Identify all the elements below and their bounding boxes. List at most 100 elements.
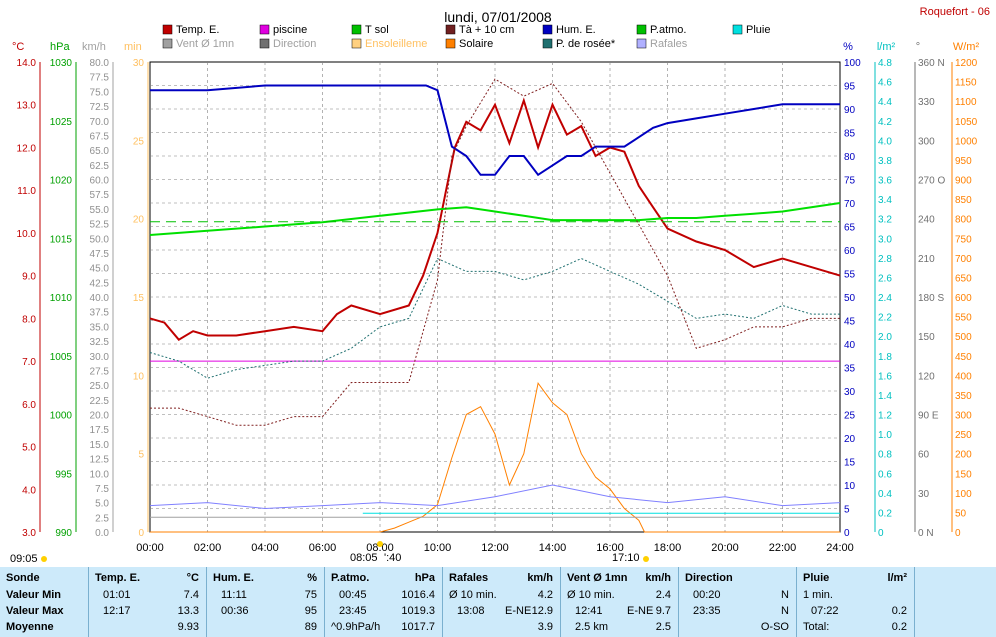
stats-cell: ^0.9hPa/h (331, 621, 381, 633)
wm2-tick-label: 600 (955, 293, 972, 304)
series-t-sol (149, 202, 841, 236)
wm2-tick-label: 750 (955, 234, 972, 245)
legend-swatch (636, 38, 647, 49)
wm2-tick-label: 850 (955, 195, 972, 206)
kmh-tick-label: 67.5 (90, 131, 110, 142)
min-tick-label: 5 (138, 450, 144, 461)
legend-label: P.atmo. (650, 24, 687, 36)
sunset-time: 17:10 (612, 552, 640, 564)
dir-tick-label: 270 O (918, 176, 945, 187)
stats-header-vent-unit: km/h (645, 572, 671, 584)
rain-tick-label: 0.2 (878, 508, 892, 519)
stats-col-pluie: Pluie l/m² 1 min. 07:22 0.2 Total: 0.2 (796, 567, 915, 637)
legend: Temp. E. Vent Ø 1mn piscine Direction T sol E… (162, 24, 770, 50)
min-axis-unit: min (124, 41, 142, 53)
pct-tick-label: 60 (844, 246, 856, 257)
stats-cell: 2.5 km (575, 621, 609, 633)
legend-label: Hum. E. (556, 24, 596, 36)
stats-col-patmo: P.atmo. hPa 00:45 1016.4 23:45 1019.3 ^0… (324, 567, 443, 637)
kmh-tick-label: 62.5 (90, 161, 110, 172)
temp-tick-label: 11.0 (17, 186, 36, 197)
temp-tick-label: 12.0 (17, 143, 37, 154)
rain-tick-label: 0.6 (878, 469, 892, 480)
stats-cell: E-NE (505, 605, 532, 617)
pct-axis-unit: % (843, 41, 853, 53)
stats-cell: Ø 10 min. (449, 589, 497, 601)
rain-tick-label: 1.0 (878, 430, 892, 441)
kmh-tick-label: 17.5 (90, 425, 110, 436)
rain-tick-label: 4.6 (878, 78, 892, 89)
legend-swatch (162, 38, 173, 49)
temp-tick-label: 14.0 (17, 58, 37, 69)
legend-label: Direction (273, 38, 316, 50)
stats-cell: 01:01 (103, 589, 131, 601)
legend-swatch (732, 24, 743, 35)
hpa-tick-label: 1010 (50, 293, 73, 304)
stats-cell: 12.9 (531, 605, 553, 617)
time-tick-label: 06:00 (309, 542, 337, 554)
pct-tick-label: 30 (844, 387, 856, 398)
time-tick-label: 14:00 (539, 542, 567, 554)
kmh-tick-label: 80.0 (90, 58, 110, 69)
dir-tick-label: 30 (918, 489, 930, 500)
stats-row-label: Moyenne (6, 621, 54, 633)
stats-header-rafales-unit: km/h (527, 572, 553, 584)
stats-cell: 12:17 (103, 605, 131, 617)
rain-tick-label: 3.4 (878, 195, 892, 206)
stats-header-pluie-unit: l/m² (887, 572, 907, 584)
min-tick-label: 15 (133, 293, 145, 304)
kmh-tick-label: 0.0 (95, 528, 109, 539)
pct-tick-label: 75 (844, 176, 856, 187)
rain-tick-label: 3.8 (878, 156, 892, 167)
kmh-tick-label: 12.5 (90, 455, 110, 466)
legend-label: Pluie (746, 24, 770, 36)
stats-cell: 7.4 (183, 589, 199, 601)
rain-tick-label: 2.6 (878, 273, 892, 284)
pct-tick-label: 70 (844, 199, 856, 210)
legend-swatch (542, 38, 553, 49)
stats-cell: 23:45 (339, 605, 367, 617)
temp-tick-label: 9.0 (22, 272, 36, 283)
legend-swatch (445, 38, 456, 49)
time-tick-label: 18:00 (654, 542, 682, 554)
rain-tick-label: 3.6 (878, 176, 892, 187)
stats-cell: 11:11 (221, 589, 247, 601)
series-layer (149, 78, 841, 533)
stats-cell: 9.7 (655, 605, 671, 617)
dir-tick-label: 150 (918, 332, 935, 343)
kmh-tick-label: 32.5 (90, 337, 110, 348)
sunrise-time: 08:05 (350, 552, 378, 564)
wm2-tick-label: 550 (955, 313, 972, 324)
wm2-tick-label: 800 (955, 215, 972, 226)
rain-axis-unit: l/m² (877, 41, 896, 53)
kmh-tick-label: 55.0 (90, 205, 110, 216)
kmh-tick-label: 20.0 (90, 411, 110, 422)
legend-label: Vent Ø 1mn (176, 38, 234, 50)
stats-cell: 12:41 (575, 605, 603, 617)
wm2-tick-label: 900 (955, 176, 972, 187)
legend-swatch (351, 38, 362, 49)
rain-tick-label: 3.0 (878, 234, 892, 245)
dir-tick-label: 300 (918, 136, 935, 147)
kmh-tick-label: 27.5 (90, 366, 110, 377)
sunrise-icon (377, 541, 383, 547)
sunset-icon (643, 556, 649, 562)
legend-label: P. de rosée* (556, 38, 616, 50)
legend-swatch (351, 24, 362, 35)
pct-tick-label: 65 (844, 223, 856, 234)
wm2-tick-label: 250 (955, 430, 972, 441)
wm2-tick-label: 1000 (955, 136, 978, 147)
wm2-tick-label: 700 (955, 254, 972, 265)
dir-tick-label: 120 (918, 371, 935, 382)
stats-cell: 07:22 (811, 605, 839, 617)
stats-cell: 3.9 (537, 621, 553, 633)
kmh-tick-label: 72.5 (90, 102, 110, 113)
pct-tick-label: 90 (844, 105, 856, 116)
wm2-tick-label: 100 (955, 489, 972, 500)
kmh-tick-label: 60.0 (90, 176, 110, 187)
series-temp-e (149, 97, 841, 341)
kmh-tick-label: 42.5 (90, 278, 110, 289)
pct-tick-label: 15 (844, 458, 856, 469)
legend-label: T sol (365, 24, 389, 36)
min-tick-label: 25 (133, 136, 145, 147)
